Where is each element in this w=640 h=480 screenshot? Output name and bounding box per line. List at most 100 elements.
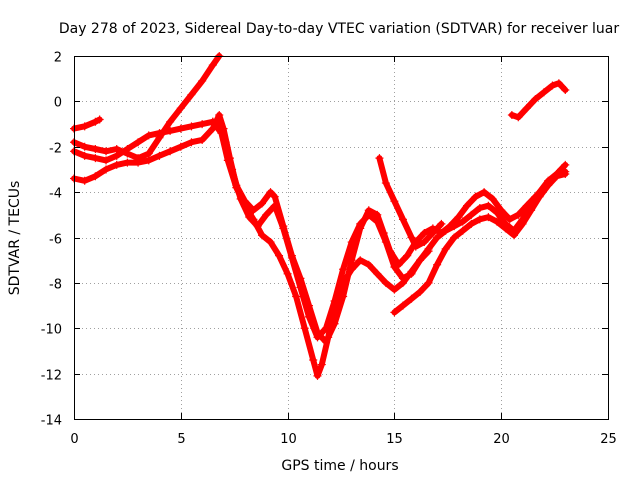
series-2-markers <box>70 115 104 133</box>
x-tick-label: 15 <box>386 432 403 447</box>
y-tick-label: 2 <box>54 51 62 66</box>
data-point <box>364 210 373 219</box>
data-point <box>356 256 365 265</box>
data-point <box>471 192 480 201</box>
data-point <box>313 371 322 380</box>
series-8-markers <box>507 79 570 122</box>
data-point <box>527 206 536 215</box>
data-point <box>561 160 570 169</box>
data-point <box>330 319 339 328</box>
data-point <box>208 124 217 133</box>
data-point <box>221 138 230 147</box>
data-point <box>232 183 241 192</box>
data-point <box>390 285 399 294</box>
data-point <box>467 219 476 228</box>
data-point <box>381 179 390 188</box>
data-point <box>552 172 561 181</box>
data-point <box>266 188 275 197</box>
data-point <box>339 292 348 301</box>
data-point <box>236 194 245 203</box>
data-point <box>245 213 254 222</box>
data-point <box>339 265 348 274</box>
chart-title: Day 278 of 2023, Sidereal Day-to-day VTE… <box>59 21 620 37</box>
data-point <box>155 151 164 160</box>
y-tick-label: -4 <box>49 187 62 202</box>
data-point <box>317 360 326 369</box>
data-point <box>544 181 553 190</box>
data-point <box>275 251 284 260</box>
data-point <box>208 61 217 70</box>
data-point <box>80 176 89 185</box>
data-point <box>198 135 207 144</box>
x-tick-label: 10 <box>280 432 297 447</box>
data-point <box>458 217 467 226</box>
data-point <box>484 201 493 210</box>
data-point <box>313 333 322 342</box>
data-point <box>283 269 292 278</box>
data-point <box>373 217 382 226</box>
data-point <box>240 201 249 210</box>
data-point <box>548 174 557 183</box>
data-point <box>411 242 420 251</box>
data-point <box>322 337 331 346</box>
data-point <box>390 262 399 271</box>
data-point <box>347 238 356 247</box>
data-point <box>398 301 407 310</box>
data-point <box>433 260 442 269</box>
data-point <box>386 247 395 256</box>
data-series <box>71 53 569 379</box>
data-point <box>80 151 89 160</box>
data-point <box>144 156 153 165</box>
data-point <box>514 113 523 122</box>
data-point <box>300 324 309 333</box>
x-tick-label: 25 <box>600 432 617 447</box>
data-point <box>373 269 382 278</box>
data-point <box>112 145 121 154</box>
data-point <box>441 244 450 253</box>
data-point <box>501 224 510 233</box>
data-point <box>91 154 100 163</box>
data-point <box>428 228 437 237</box>
data-point <box>134 138 143 147</box>
data-point <box>492 217 501 226</box>
data-point <box>296 283 305 292</box>
data-point <box>309 356 318 365</box>
data-point <box>215 110 224 119</box>
data-point <box>287 253 296 262</box>
data-point <box>219 124 228 133</box>
series-8-trace <box>508 80 569 121</box>
data-point <box>375 154 384 163</box>
data-point <box>80 122 89 131</box>
data-point <box>441 226 450 235</box>
data-point <box>112 160 121 169</box>
data-point <box>91 145 100 154</box>
data-point <box>539 183 548 192</box>
data-point <box>554 79 563 88</box>
data-point <box>266 238 275 247</box>
series-3-markers <box>70 110 570 346</box>
data-point <box>304 312 313 321</box>
data-point <box>398 278 407 287</box>
data-point <box>433 233 442 242</box>
y-tick-label: -8 <box>49 278 62 293</box>
data-point <box>249 206 258 215</box>
data-point <box>144 131 153 140</box>
data-point <box>176 124 185 133</box>
y-tick-label: -2 <box>49 142 62 157</box>
data-point <box>198 120 207 129</box>
data-point <box>492 208 501 217</box>
y-tick-label: -14 <box>41 414 62 429</box>
data-point <box>424 278 433 287</box>
data-point <box>514 210 523 219</box>
data-point <box>531 95 540 104</box>
data-point <box>557 165 566 174</box>
y-tick-label: -12 <box>41 369 62 384</box>
data-point <box>437 228 446 237</box>
y-axis-label: SDTVAR / TECUs <box>7 181 23 296</box>
data-point <box>257 231 266 240</box>
data-point <box>507 110 516 119</box>
data-point <box>134 158 143 167</box>
data-point <box>420 238 429 247</box>
x-axis-label: GPS time / hours <box>281 458 398 474</box>
